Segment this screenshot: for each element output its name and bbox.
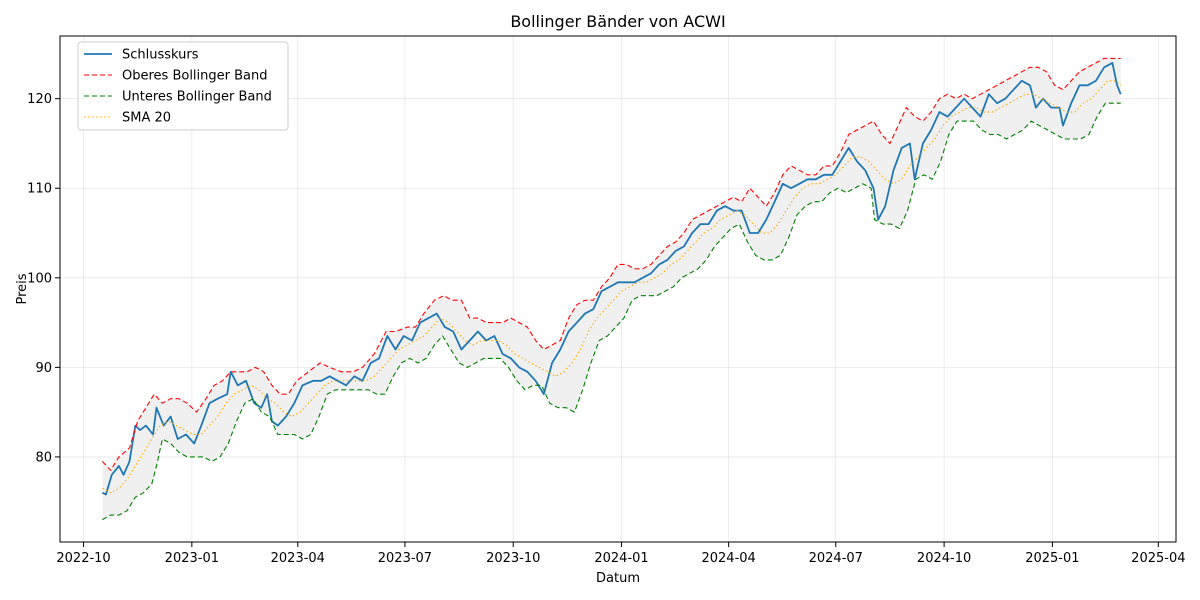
x-tick-label: 2023-10 [486, 551, 540, 566]
y-tick-label: 90 [35, 361, 52, 376]
series-lines [101, 57, 1122, 521]
legend-label: Schlusskurs [122, 48, 199, 63]
x-tick-label: 2023-07 [378, 551, 432, 566]
x-tick-label: 2022-10 [56, 551, 110, 566]
plot-frame [59, 35, 1177, 543]
series-line-0 [101, 62, 1122, 496]
legend: Schlusskurs Oberes Bollinger Band Unteres … [77, 41, 289, 131]
series-line-2 [102, 102, 1121, 521]
legend-label: Oberes Bollinger Band [122, 69, 268, 84]
x-tick-label: 2024-07 [809, 551, 863, 566]
series-line-1 [101, 57, 1121, 471]
chart-title: Bollinger Bänder von ACWI [510, 12, 725, 31]
x-tick-label: 2023-01 [165, 551, 219, 566]
legend-label: Unteres Bollinger Band [122, 90, 272, 105]
y-tick-label: 80 [35, 450, 52, 465]
series-line-3 [102, 80, 1122, 494]
y-tick-label: 100 [27, 271, 52, 286]
x-tick-label: 2025-01 [1025, 551, 1079, 566]
axis-ticks: 2022-10 2023-01 2023-04 2023-07 2023-10 2024-… [27, 92, 1185, 566]
legend-box [77, 41, 289, 131]
y-axis-label: Preis [15, 273, 30, 304]
x-tick-label: 2024-04 [701, 551, 755, 566]
x-tick-label: 2024-01 [594, 551, 648, 566]
x-tick-label: 2023-04 [271, 551, 325, 566]
y-tick-label: 110 [27, 182, 52, 197]
x-axis-label: Datum [596, 571, 640, 586]
x-tick-label: 2025-04 [1131, 551, 1185, 566]
y-tick-label: 120 [27, 92, 52, 107]
legend-label: SMA 20 [122, 111, 171, 126]
x-tick-label: 2024-10 [917, 551, 971, 566]
